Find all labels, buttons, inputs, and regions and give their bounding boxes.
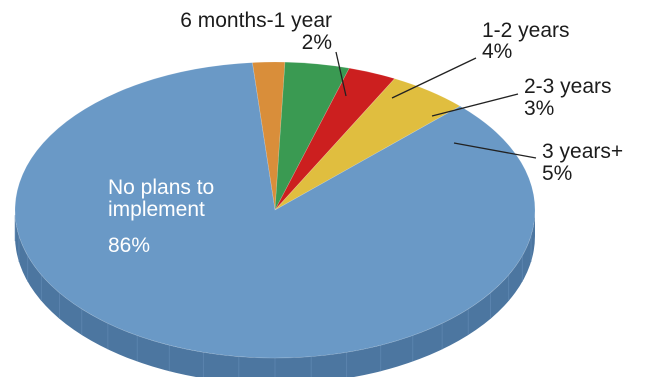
pie-slice-6-months-1-year — [251, 61, 286, 211]
pie-slices — [14, 61, 536, 377]
leader-line-6-months-1-year — [335, 51, 347, 97]
pie-slice-1-2-years — [274, 61, 350, 211]
label-1-2-years: 1-2 years — [482, 19, 570, 42]
leader-line-2-3-years — [431, 93, 519, 117]
leader-line-3-years-plus — [453, 142, 537, 159]
value-1-2-years: 4% — [482, 40, 512, 63]
label-3-years-plus: 3 years+ — [542, 140, 623, 163]
pie-slice-3-years — [274, 78, 461, 211]
label-6-months-1-year: 6 months-1 year — [180, 9, 332, 32]
label-no-plans-line-2: implement — [108, 198, 205, 221]
pie-slice-2-3-years — [274, 67, 396, 211]
label-2-3-years: 2-3 years — [524, 75, 612, 98]
value-no-plans: 86% — [108, 234, 150, 257]
pie-slice-no-plans-to-implement — [14, 62, 536, 359]
value-2-3-years: 3% — [524, 97, 554, 120]
value-6-months-1-year: 2% — [302, 31, 332, 54]
value-3-years-plus: 5% — [542, 162, 572, 185]
leader-line-1-2-years — [391, 57, 477, 99]
label-no-plans-line-1: No plans to — [108, 176, 214, 199]
